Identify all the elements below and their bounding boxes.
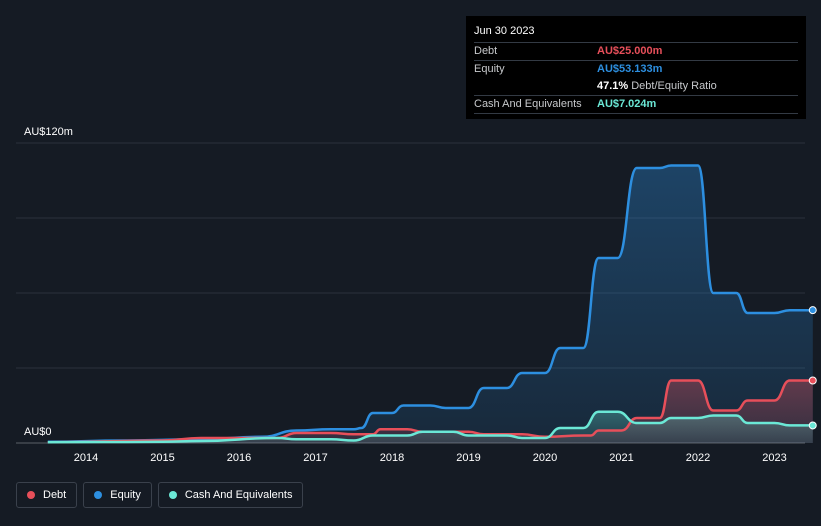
cash-line — [47, 410, 813, 444]
tooltip-date: Jun 30 2023 — [474, 25, 535, 37]
tooltip-ratio-label: Debt/Equity Ratio — [631, 80, 717, 92]
equity-line — [47, 164, 813, 444]
x-tick-label: 2020 — [533, 452, 557, 464]
series-lines — [47, 164, 813, 444]
tooltip-cash-value: AU$7.024m — [597, 98, 657, 110]
y-axis-top-label: AU$120m — [24, 126, 73, 138]
x-tick-label: 2016 — [227, 452, 251, 464]
x-tick-label: 2022 — [686, 452, 710, 464]
series-areas — [47, 165, 813, 443]
debt-dot-icon — [27, 491, 35, 499]
tooltip-debt-row: Debt AU$25.000m — [474, 42, 798, 60]
y-axis-bottom-label: AU$0 — [24, 426, 52, 438]
equity-dot-icon — [94, 491, 103, 499]
tooltip-ratio-value: 47.1% — [597, 80, 629, 92]
x-tick-label: 2019 — [456, 452, 480, 464]
x-tick-label: 2023 — [762, 452, 786, 464]
cash-endpoint — [808, 421, 817, 430]
tooltip-cash-row: Cash And Equivalents AU$7.024m — [474, 95, 798, 114]
tooltip-debt-label: Debt — [474, 45, 498, 57]
cash-area — [47, 411, 813, 443]
legend-cash[interactable]: Cash And Equivalents — [157, 482, 304, 508]
legend: Debt Equity Cash And Equivalents — [16, 482, 304, 508]
legend-debt[interactable]: Debt — [16, 482, 78, 508]
x-tick-label: 2014 — [74, 452, 98, 464]
tooltip-debt-value: AU$25.000m — [597, 45, 663, 57]
series-endpoints — [808, 306, 817, 430]
x-tick-label: 2021 — [609, 452, 633, 464]
equity-area — [47, 165, 813, 443]
legend-equity-label: Equity — [110, 489, 141, 501]
cash-dot-icon — [168, 491, 177, 499]
debt-line — [47, 379, 813, 444]
equity-endpoint — [808, 306, 817, 315]
x-tick-label: 2015 — [150, 452, 174, 464]
legend-cash-label: Cash And Equivalents — [184, 489, 293, 501]
tooltip-equity-row: Equity AU$53.133m — [474, 60, 798, 78]
tooltip-equity-value: AU$53.133m — [597, 63, 663, 75]
tooltip-equity-label: Equity — [474, 63, 505, 75]
x-tick-label: 2018 — [380, 452, 404, 464]
x-tick-label: 2017 — [303, 452, 327, 464]
legend-debt-label: Debt — [43, 489, 67, 501]
tooltip-ratio-row: 47.1% Debt/Equity Ratio — [474, 78, 798, 95]
tooltip: Jun 30 2023 Debt AU$25.000m Equity AU$53… — [466, 16, 806, 119]
debt-endpoint — [808, 376, 817, 385]
tooltip-cash-label: Cash And Equivalents — [474, 98, 582, 110]
legend-equity[interactable]: Equity — [83, 482, 152, 508]
x-axis-ticks: 2014 2015 2016 2017 2018 2019 2020 2021 2022 2023 — [74, 452, 787, 464]
